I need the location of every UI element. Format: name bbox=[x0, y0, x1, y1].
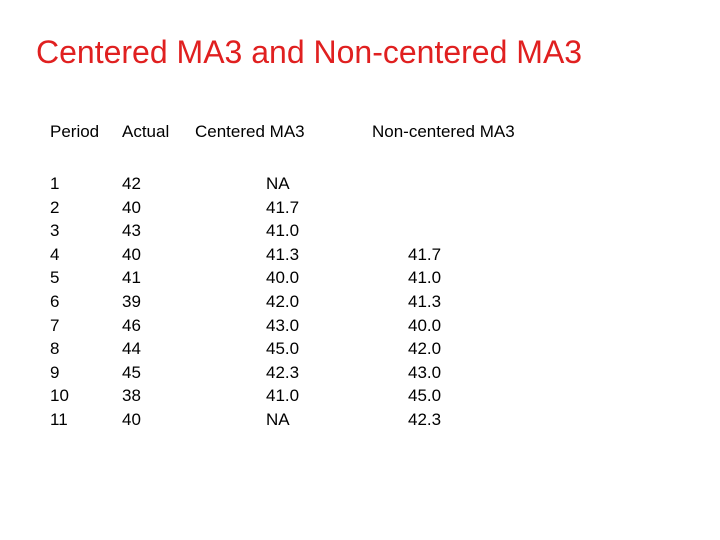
table-cell: 40.0 bbox=[408, 315, 442, 335]
column-header: Period bbox=[50, 122, 100, 141]
table-cell: 40 bbox=[122, 197, 141, 217]
table-cell: NA bbox=[266, 410, 290, 429]
table-cell: 43.0 bbox=[408, 362, 442, 382]
table-cell: 43 bbox=[122, 221, 141, 241]
column-header: Non-centered MA3 bbox=[372, 122, 515, 141]
table-cell: 1 bbox=[50, 174, 60, 193]
table-cell: 5 bbox=[50, 268, 60, 288]
table-cell: 6 bbox=[50, 292, 60, 311]
table-cell: 41.7 bbox=[266, 197, 300, 217]
table-cell: 41.0 bbox=[266, 386, 300, 406]
table-cell: 42.3 bbox=[408, 410, 442, 429]
table-cell: 9 bbox=[50, 362, 60, 382]
table-cell: 41.3 bbox=[266, 244, 300, 264]
column-header: Centered MA3 bbox=[195, 122, 305, 141]
table-cell: 45 bbox=[122, 362, 141, 382]
table-cell: 46 bbox=[122, 315, 141, 335]
table-cell: 4 bbox=[50, 244, 60, 264]
table-cell: 42 bbox=[122, 174, 141, 193]
table-cell: 39 bbox=[122, 292, 141, 311]
column-header: Actual bbox=[122, 122, 170, 141]
table-cell: 42.0 bbox=[408, 339, 442, 359]
table-cell: 41.0 bbox=[266, 221, 300, 241]
table-cell: 41.7 bbox=[408, 244, 442, 264]
slide-title: Centered MA3 and Non-centered MA3 bbox=[36, 34, 583, 70]
table-cell: 2 bbox=[50, 197, 60, 217]
table-cell: 7 bbox=[50, 315, 60, 335]
table-cell: 45.0 bbox=[408, 386, 442, 406]
table-cell: 40 bbox=[122, 410, 141, 429]
table-cell: 8 bbox=[50, 339, 60, 359]
table-cell: 41 bbox=[122, 268, 141, 288]
table-cell: 10 bbox=[50, 386, 69, 406]
table-cell: 43.0 bbox=[266, 315, 300, 335]
table-cell: 40.0 bbox=[266, 268, 300, 288]
table-cell: 41.3 bbox=[408, 292, 442, 311]
table-cell: 44 bbox=[122, 339, 141, 359]
table-cell: NA bbox=[266, 174, 290, 193]
table-cell: 3 bbox=[50, 221, 60, 241]
table-cell: 42.0 bbox=[266, 292, 300, 311]
table-cell: 45.0 bbox=[266, 339, 300, 359]
table-cell: 11 bbox=[50, 410, 68, 429]
table-cell: 40 bbox=[122, 244, 141, 264]
table-cell: 42.3 bbox=[266, 362, 300, 382]
table-cell: 38 bbox=[122, 386, 141, 406]
table-cell: 41.0 bbox=[408, 268, 442, 288]
